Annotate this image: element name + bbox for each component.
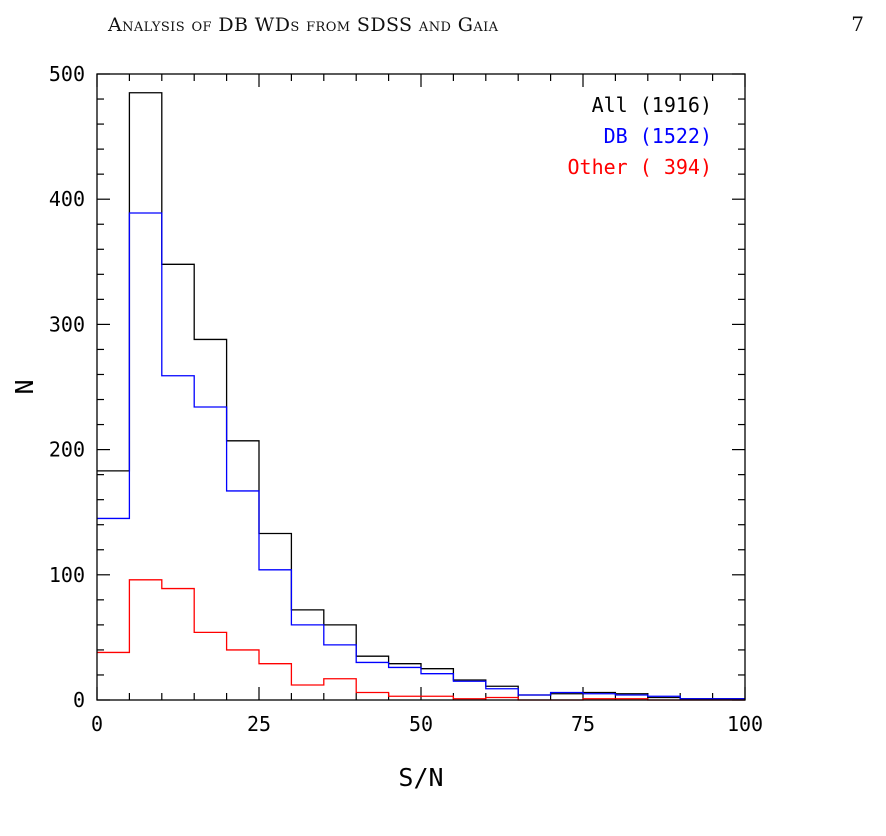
x-axis-title: S/N — [398, 763, 443, 792]
y-tick-label: 300 — [49, 312, 85, 336]
y-tick-label: 200 — [49, 438, 85, 462]
y-tick-label: 500 — [49, 62, 85, 86]
x-tick-label: 25 — [247, 712, 271, 736]
legend: All (1916) DB (1522) Other ( 394) — [568, 93, 713, 179]
plot-frame — [96, 73, 746, 701]
x-tick-label: 0 — [91, 712, 103, 736]
y-axis-title: N — [10, 379, 39, 394]
legend-entry: Other ( 394) — [568, 155, 713, 179]
legend-entry: All (1916) — [592, 93, 712, 117]
histogram-series-1 — [97, 212, 745, 700]
y-tick-label: 0 — [73, 688, 85, 712]
page-header-title: Analysis of DB WDs from SDSS and Gaia — [108, 14, 499, 36]
legend-entry: DB (1522) — [604, 124, 712, 148]
page-number: 7 — [851, 12, 864, 36]
x-tick-label: 100 — [727, 712, 763, 736]
y-tick-label: 100 — [49, 563, 85, 587]
y-tick-label: 400 — [49, 187, 85, 211]
x-tick-label: 75 — [571, 712, 595, 736]
histogram-series — [97, 92, 745, 701]
x-tick-label: 50 — [409, 712, 433, 736]
tick-labels: 0 25 50 75 100 0 100 200 300 400 500 — [49, 62, 763, 736]
histogram-series-2 — [97, 579, 745, 701]
